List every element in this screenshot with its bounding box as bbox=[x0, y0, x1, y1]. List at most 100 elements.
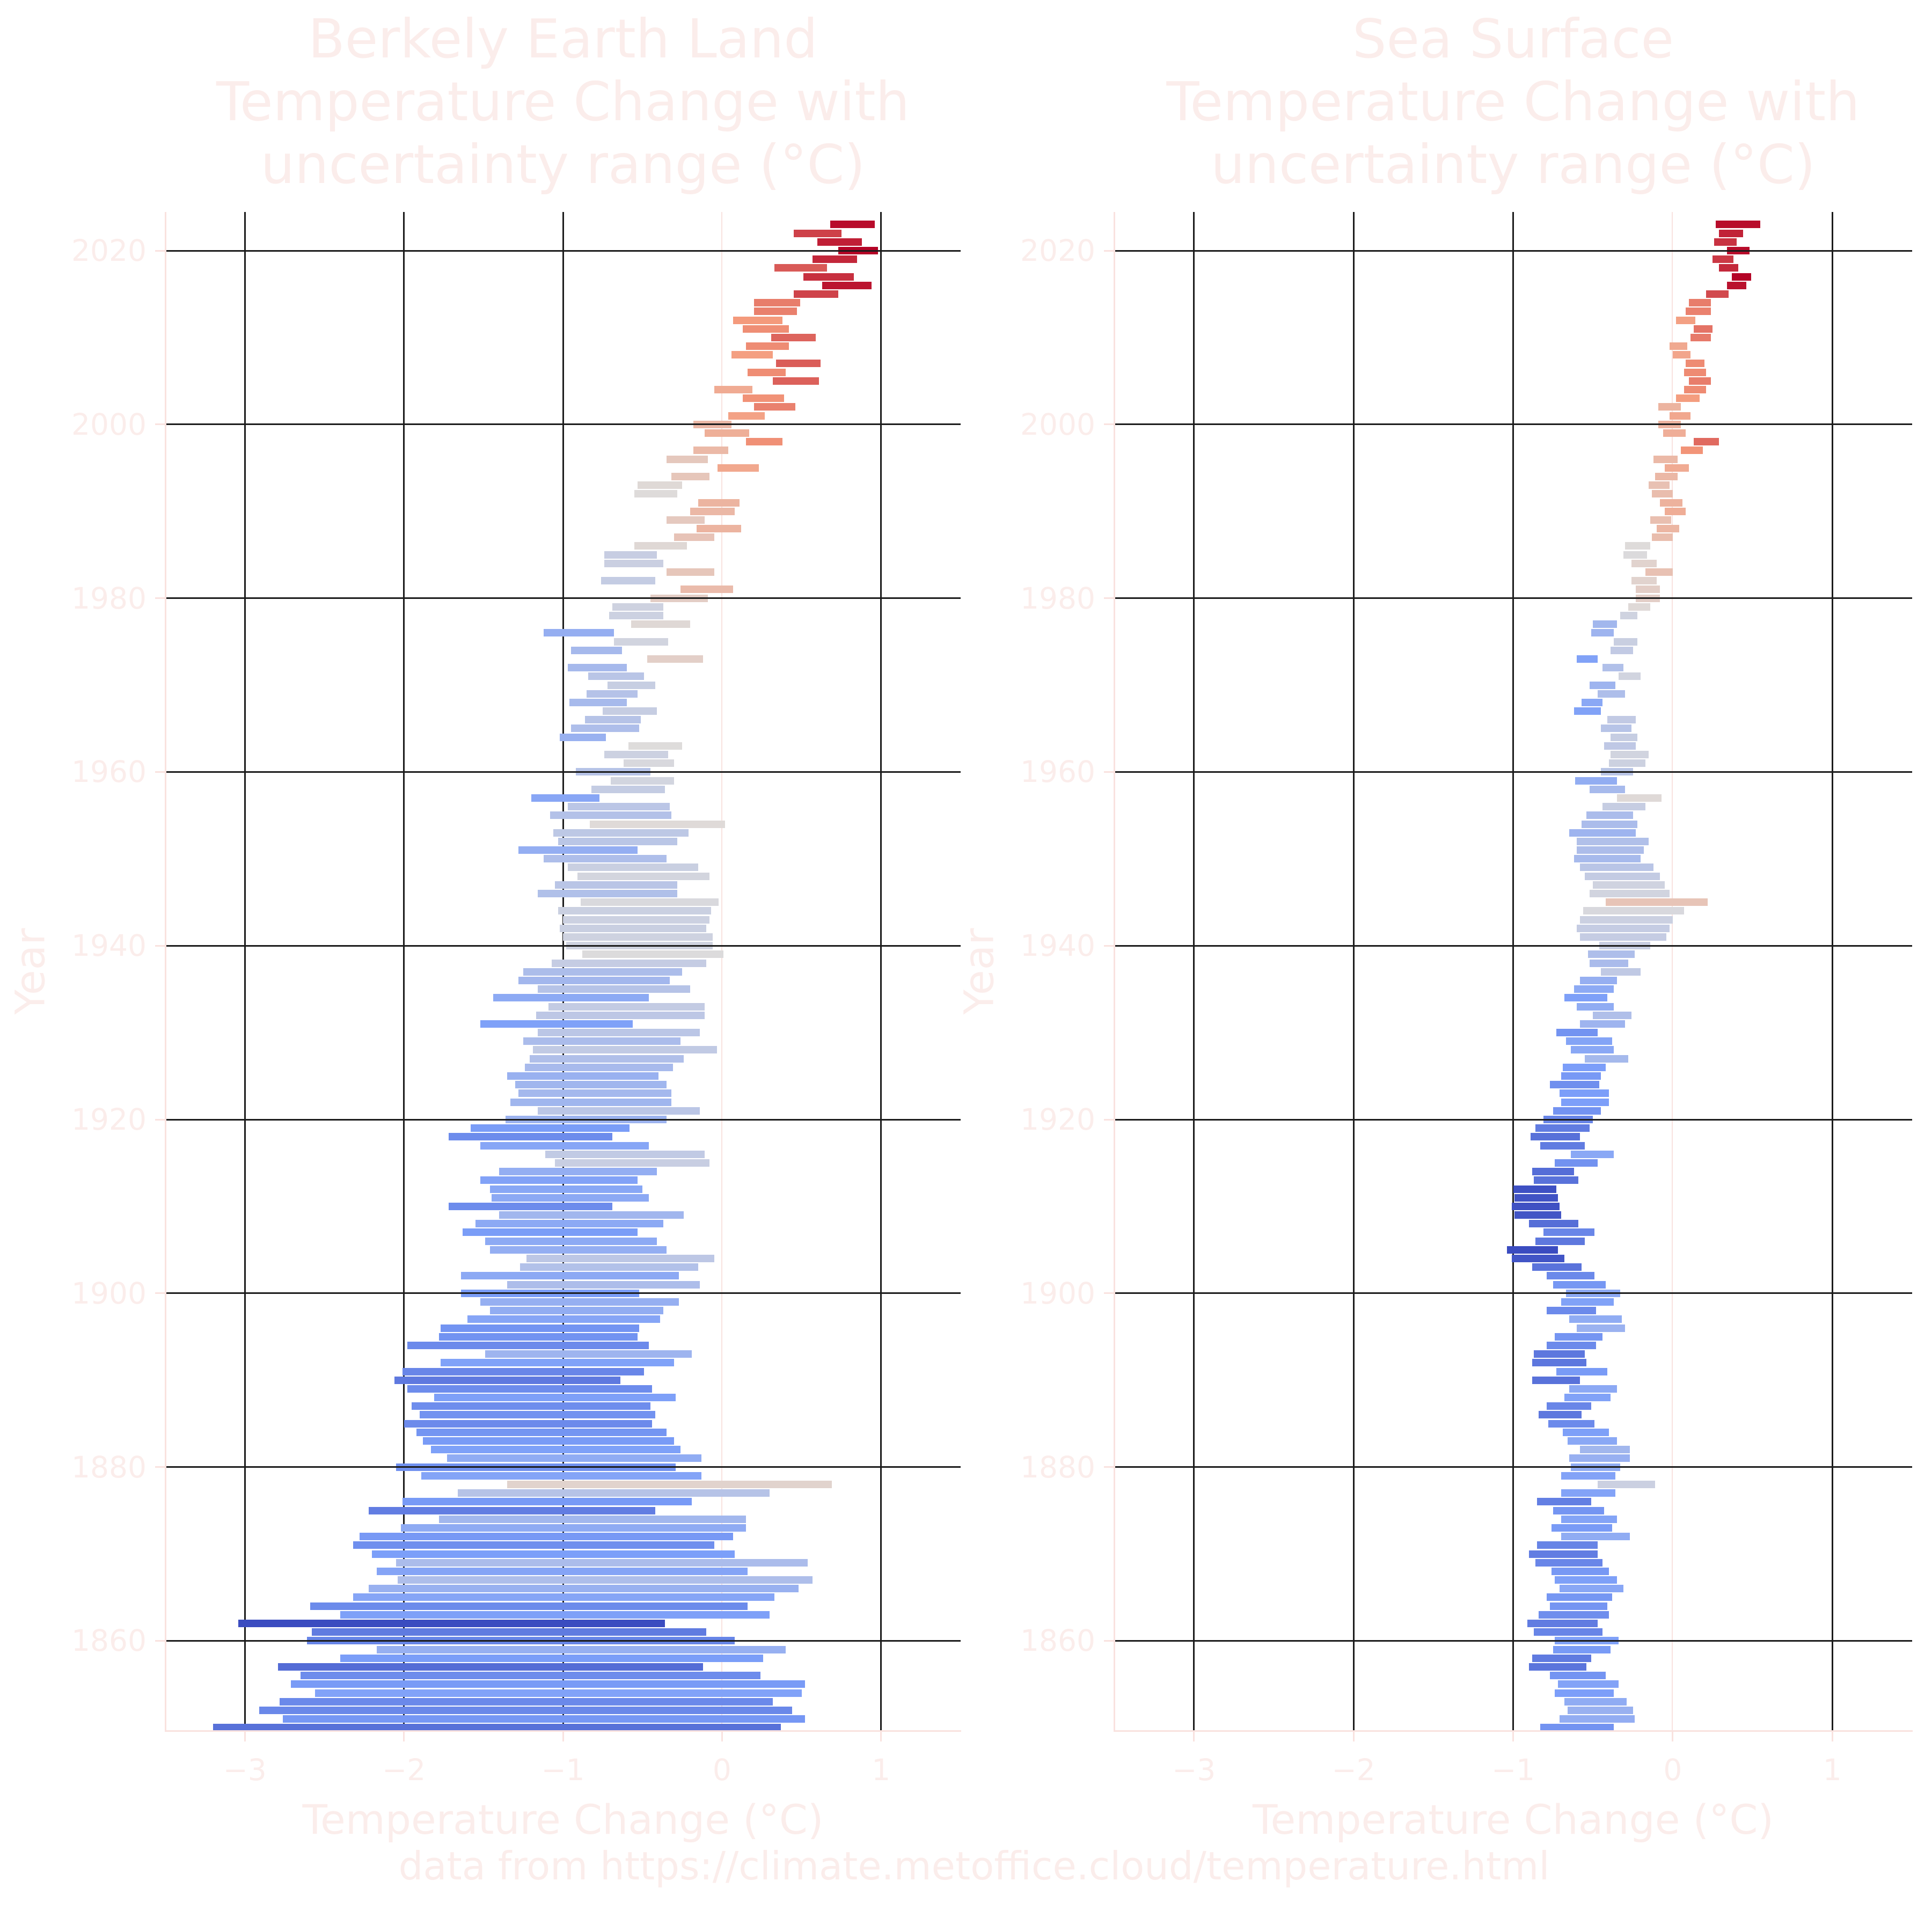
y-tick-label: 2020 bbox=[71, 233, 147, 268]
uncertainty-bar bbox=[1561, 1489, 1615, 1497]
uncertainty-bar bbox=[1567, 1437, 1617, 1445]
uncertainty-bar bbox=[529, 1055, 684, 1063]
uncertainty-bar bbox=[548, 1002, 705, 1011]
uncertainty-bar bbox=[493, 994, 649, 1002]
y-gridline bbox=[165, 423, 961, 426]
uncertainty-bar bbox=[1605, 898, 1708, 906]
uncertainty-bar bbox=[560, 924, 706, 932]
uncertainty-bar bbox=[1580, 976, 1617, 984]
y-tick-label: 1960 bbox=[71, 755, 147, 789]
uncertainty-bar bbox=[1585, 1055, 1628, 1063]
uncertainty-bar bbox=[1660, 499, 1682, 507]
uncertainty-bar bbox=[1570, 1046, 1614, 1054]
uncertainty-bar bbox=[1511, 1255, 1564, 1263]
y-tickmark bbox=[155, 1640, 165, 1642]
uncertainty-bar bbox=[440, 1359, 675, 1367]
uncertainty-bar bbox=[1535, 1237, 1585, 1245]
uncertainty-bar bbox=[1685, 308, 1711, 316]
uncertainty-bar bbox=[1561, 1533, 1630, 1541]
uncertainty-bar bbox=[1684, 386, 1707, 394]
uncertainty-bar bbox=[310, 1602, 748, 1610]
uncertainty-bar bbox=[524, 1063, 673, 1071]
uncertainty-bar bbox=[1585, 872, 1660, 880]
uncertainty-bar bbox=[1680, 447, 1703, 455]
y-gridline bbox=[165, 771, 961, 773]
uncertainty-bar bbox=[1562, 1063, 1606, 1071]
x-gridline bbox=[1352, 212, 1355, 1730]
uncertainty-bar bbox=[238, 1620, 665, 1628]
uncertainty-bar bbox=[1561, 1098, 1609, 1106]
y-gridline bbox=[1114, 1118, 1912, 1121]
y-gridline bbox=[165, 1118, 961, 1121]
x-gridline bbox=[403, 212, 405, 1730]
uncertainty-bar bbox=[1602, 664, 1623, 672]
uncertainty-bar bbox=[601, 577, 655, 585]
uncertainty-bar bbox=[1636, 586, 1660, 594]
uncertainty-bar bbox=[1669, 412, 1690, 420]
uncertainty-bar bbox=[369, 1585, 799, 1593]
y-gridline bbox=[1114, 771, 1912, 773]
uncertainty-bar bbox=[567, 803, 670, 811]
x-gridline bbox=[880, 212, 882, 1730]
uncertainty-bar bbox=[518, 976, 670, 984]
uncertainty-bar bbox=[1608, 759, 1646, 767]
uncertainty-bar bbox=[480, 1141, 649, 1150]
x-tick-label: 1 bbox=[1823, 1753, 1842, 1787]
uncertainty-bar bbox=[577, 872, 709, 880]
uncertainty-bar bbox=[340, 1654, 764, 1662]
uncertainty-bar bbox=[1669, 342, 1687, 350]
uncertainty-bar bbox=[1688, 299, 1711, 307]
uncertainty-bar bbox=[1546, 1307, 1597, 1315]
uncertainty-bar bbox=[314, 1689, 802, 1697]
sst-chart-plot-area: −3 −2 −1 0 1 2020 2000 1980 1960 1940 1920 1900 1880… bbox=[1020, 212, 1913, 1787]
uncertainty-bar bbox=[259, 1706, 792, 1714]
uncertainty-bar bbox=[420, 1411, 655, 1419]
uncertainty-bar bbox=[1719, 229, 1743, 237]
uncertainty-bar bbox=[1663, 429, 1686, 437]
uncertainty-bar bbox=[1561, 1515, 1617, 1523]
uncertainty-bar bbox=[545, 1150, 705, 1158]
uncertainty-bar bbox=[467, 1315, 660, 1323]
data-source-caption: data from https://climate.metoffice.clou… bbox=[398, 1843, 1550, 1889]
x-gridline bbox=[1193, 212, 1195, 1730]
uncertainty-bar bbox=[607, 681, 655, 689]
uncertainty-bar bbox=[1540, 1724, 1614, 1732]
x-tickmark bbox=[1672, 1732, 1674, 1741]
y-tick-label: 1900 bbox=[71, 1276, 147, 1311]
uncertainty-bar bbox=[531, 794, 600, 802]
uncertainty-bar bbox=[1618, 672, 1641, 680]
y-tickmark bbox=[1104, 597, 1114, 599]
uncertainty-bar bbox=[696, 525, 741, 533]
uncertainty-bar bbox=[507, 1072, 658, 1080]
uncertainty-bar bbox=[1529, 1220, 1579, 1228]
uncertainty-bar bbox=[1527, 1620, 1598, 1628]
y-tick-label: 1960 bbox=[1020, 755, 1095, 789]
uncertainty-bar bbox=[489, 1307, 663, 1315]
uncertainty-bar bbox=[1535, 1124, 1590, 1132]
uncertainty-bar bbox=[438, 1515, 746, 1523]
uncertainty-bar bbox=[1562, 1428, 1609, 1436]
uncertainty-bar bbox=[674, 533, 714, 541]
uncertainty-bar bbox=[822, 281, 872, 289]
uncertainty-bar bbox=[704, 429, 749, 437]
sst-chart-y-axis-label: Year bbox=[955, 928, 1003, 1014]
uncertainty-bar bbox=[359, 1533, 734, 1541]
uncertainty-bar bbox=[311, 1628, 706, 1636]
uncertainty-bar bbox=[1534, 1176, 1579, 1184]
uncertainty-bar bbox=[1535, 1558, 1603, 1567]
uncertainty-bar bbox=[458, 1489, 770, 1497]
uncertainty-bar bbox=[1716, 221, 1761, 229]
uncertainty-bar bbox=[714, 386, 752, 394]
uncertainty-bar bbox=[1553, 1645, 1611, 1653]
bottom-axis-spine bbox=[165, 1730, 961, 1732]
uncertainty-bar bbox=[471, 1124, 630, 1132]
uncertainty-bar bbox=[1577, 846, 1644, 854]
uncertainty-bar bbox=[499, 1168, 657, 1176]
uncertainty-bar bbox=[1652, 533, 1673, 541]
uncertainty-bar bbox=[1554, 1333, 1603, 1341]
uncertainty-bar bbox=[753, 403, 795, 411]
uncertainty-bar bbox=[1575, 777, 1617, 785]
land-chart-x-axis-label: Temperature Change (°C) bbox=[302, 1796, 824, 1843]
y-gridline bbox=[165, 1292, 961, 1294]
uncertainty-bar bbox=[745, 342, 789, 350]
